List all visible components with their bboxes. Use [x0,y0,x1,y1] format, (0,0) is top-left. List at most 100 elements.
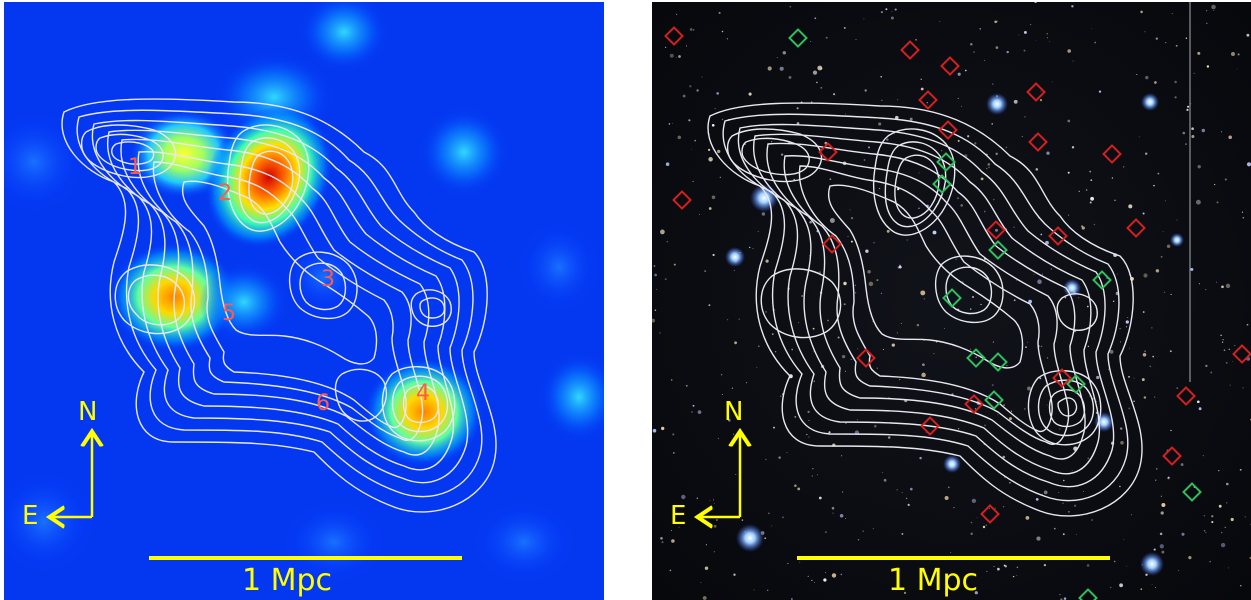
galaxy-dot [1067,119,1071,123]
galaxy-dot [995,46,999,49]
galaxy-dot [1013,299,1016,302]
galaxy-dot [845,422,847,425]
optical-contours [707,102,1143,517]
galaxy-dot [1018,34,1020,36]
galaxy-dot [748,246,751,249]
galaxy-dot [1174,80,1177,84]
galaxy-dot [831,573,837,578]
galaxy-dot [691,411,693,413]
galaxy-dot [991,123,994,125]
galaxy-dot [905,497,908,500]
galaxy-dot [712,499,715,501]
galaxy-marker-icon [1182,482,1202,502]
galaxy-dot [1165,41,1167,44]
galaxy-dot [1063,597,1067,600]
galaxy-dot [1128,204,1133,209]
galaxy-dot [771,333,774,335]
galaxy-dot [1220,542,1226,548]
galaxy-dot [825,36,828,39]
galaxy-dot [891,343,895,347]
galaxy-dot [700,582,702,584]
galaxy-dot [1013,226,1015,228]
galaxy-dot [789,5,792,8]
galaxy-dot [1067,49,1072,53]
galaxy-dot [1155,269,1160,273]
galaxy-marker-icon [822,234,842,254]
galaxy-marker-icon [1078,588,1098,600]
green-galaxy-markers [788,28,1202,600]
galaxy-marker-icon [938,120,958,140]
galaxy-dot [1141,378,1145,382]
galaxy-dot [779,395,782,397]
galaxy-dot [863,159,866,161]
galaxy-marker-icon [988,240,1008,260]
galaxy-marker-icon [856,348,876,368]
galaxy-dot [673,263,676,266]
galaxy-dot [1046,151,1050,155]
galaxy-dot [1175,44,1178,47]
optical-image-panel: N E 1 Mpc [652,2,1251,600]
galaxy-dot [1021,136,1023,138]
galaxy-dot [1198,283,1200,285]
galaxy-dot [714,108,716,110]
galaxy-dot [850,216,854,220]
galaxy-dot [993,566,995,567]
galaxy-dot [1142,353,1147,357]
galaxy-dot [871,320,873,323]
galaxy-dot [1215,281,1218,283]
galaxy-marker-icon [966,348,986,368]
galaxy-dot [972,296,974,298]
galaxy-dot [1155,37,1158,40]
galaxy-dot [974,591,978,595]
galaxy-marker-icon [1162,446,1182,466]
galaxy-dot [1016,574,1018,576]
galaxy-dot [688,119,691,122]
galaxy-dot [1138,136,1140,138]
galaxy-dot [1096,375,1100,380]
galaxy-dot [944,496,949,500]
galaxy-dot [850,240,853,243]
galaxy-dot [652,428,657,433]
galaxy-dot [1178,570,1180,572]
galaxy-dot [782,51,787,55]
galaxy-dot [768,512,770,515]
galaxy-dot [818,496,822,500]
galaxy-dot [926,102,928,104]
compass-right: N E [670,397,743,531]
galaxy-dot [793,178,796,181]
galaxy-dot [1193,72,1195,74]
galaxy-dot [862,530,864,532]
galaxy-dot [1037,279,1042,284]
galaxy-dot [678,526,680,528]
galaxy-dot [741,519,744,521]
galaxy-dot [915,38,917,41]
galaxy-dot [669,53,674,58]
galaxy-dot [947,486,950,489]
galaxy-dot [823,578,827,582]
galaxy-marker-icon [940,56,960,76]
galaxy-dot [1228,348,1231,351]
galaxy-dot [1130,513,1133,516]
galaxy-dot [1239,468,1242,471]
galaxy-dot [1068,511,1070,513]
galaxy-dot [1218,469,1220,472]
scale-bar-label: 1 Mpc [888,563,978,598]
galaxy-dot [727,319,729,321]
galaxy-dot [1160,511,1164,515]
density-contours [61,98,497,513]
galaxy-dot [1160,255,1163,258]
galaxy-dot [1155,479,1157,481]
galaxy-dot [880,75,882,78]
galaxy-dot [692,180,694,183]
galaxy-dot [979,28,981,30]
galaxy-dot [1086,564,1090,567]
galaxy-dot [1170,293,1172,295]
galaxy-dot [937,584,939,586]
galaxy-dot [997,567,1000,571]
galaxy-dot [765,259,769,263]
compass-east-label: E [22,501,38,531]
galaxy-dot [933,353,935,355]
galaxy-dot [920,290,926,296]
galaxy-dot [681,494,686,500]
galaxy-dot [841,491,844,493]
